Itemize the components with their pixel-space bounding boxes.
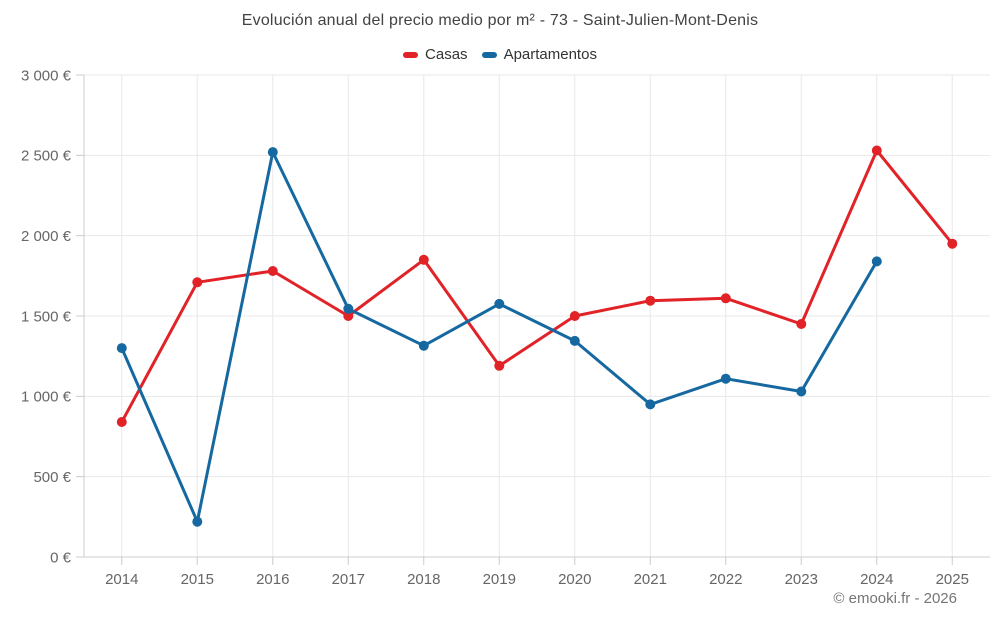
point-apartamentos-2019[interactable] <box>494 298 505 309</box>
axes <box>76 74 990 565</box>
y-tick-label: 2 500 € <box>21 148 72 165</box>
x-tick-label-2024: 2024 <box>860 571 893 588</box>
point-apartamentos-2021[interactable] <box>645 399 656 410</box>
y-axis-labels: 0 € 500 € 1 000 € 1 500 € 2 000 € 2 500 € 3 00… <box>21 67 72 566</box>
point-casas-2016[interactable] <box>267 266 278 276</box>
x-tick-label-2025: 2025 <box>936 571 969 588</box>
x-tick-label-2014: 2014 <box>105 571 138 588</box>
x-tick-label-2022: 2022 <box>709 571 742 588</box>
series-casas <box>116 145 958 427</box>
point-apartamentos-2023[interactable] <box>796 386 807 397</box>
point-casas-2015[interactable] <box>192 277 203 288</box>
casas-color-swatch <box>403 51 419 58</box>
y-tick-label: 0 € <box>50 549 72 566</box>
x-tick-label-2015: 2015 <box>181 571 214 588</box>
y-tick-label: 2 000 € <box>21 228 72 245</box>
point-apartamentos-2018[interactable] <box>418 340 429 351</box>
x-tick-label-2019: 2019 <box>483 571 516 588</box>
apartamentos-color-swatch <box>481 51 497 58</box>
point-apartamentos-2024[interactable] <box>871 256 882 267</box>
point-apartamentos-2015[interactable] <box>192 516 203 527</box>
x-tick-label-2017: 2017 <box>332 571 365 588</box>
y-tick-label: 3 000 € <box>21 67 72 84</box>
point-apartamentos-2020[interactable] <box>569 335 580 346</box>
legend-item-apartamentos[interactable]: Apartamentos <box>481 46 597 63</box>
watermark: © emooki.fr - 2026 <box>833 590 957 607</box>
point-casas-2022[interactable] <box>720 293 731 304</box>
x-axis-labels: 2014 2015 2016 2017 2018 2019 2020 2021 2022 2023… <box>105 571 969 588</box>
x-tick-label-2021: 2021 <box>634 571 667 588</box>
legend-item-casas[interactable]: Casas <box>403 46 468 63</box>
point-casas-2021[interactable] <box>645 295 656 306</box>
point-casas-2019[interactable] <box>494 360 505 371</box>
point-casas-2017[interactable] <box>343 311 354 321</box>
x-tick-label-2016: 2016 <box>256 571 289 588</box>
series-apartamentos <box>116 147 882 527</box>
gridlines <box>84 74 990 558</box>
legend-label-casas: Casas <box>425 46 468 63</box>
point-casas-2014[interactable] <box>116 417 127 427</box>
y-tick-label: 1 500 € <box>21 308 72 325</box>
point-apartamentos-2022[interactable] <box>720 373 731 384</box>
legend-label-apartamentos: Apartamentos <box>503 46 597 63</box>
point-apartamentos-2014[interactable] <box>116 343 127 354</box>
point-casas-2023[interactable] <box>796 319 807 329</box>
point-casas-2024[interactable] <box>871 145 882 156</box>
point-casas-2018[interactable] <box>418 254 429 265</box>
x-tick-label-2018: 2018 <box>407 571 440 588</box>
point-casas-2025[interactable] <box>947 238 958 249</box>
x-tick-label-2020: 2020 <box>558 571 591 588</box>
legend: Casas Apartamentos <box>0 46 1000 63</box>
point-apartamentos-2016[interactable] <box>267 147 278 158</box>
y-tick-label: 500 € <box>33 469 71 486</box>
x-tick-label-2023: 2023 <box>785 571 818 588</box>
point-apartamentos-2017[interactable] <box>343 303 354 314</box>
chart-title: Evolución anual del precio medio por m² … <box>241 12 759 29</box>
y-tick-label: 1 000 € <box>21 389 72 406</box>
point-casas-2020[interactable] <box>569 311 580 321</box>
